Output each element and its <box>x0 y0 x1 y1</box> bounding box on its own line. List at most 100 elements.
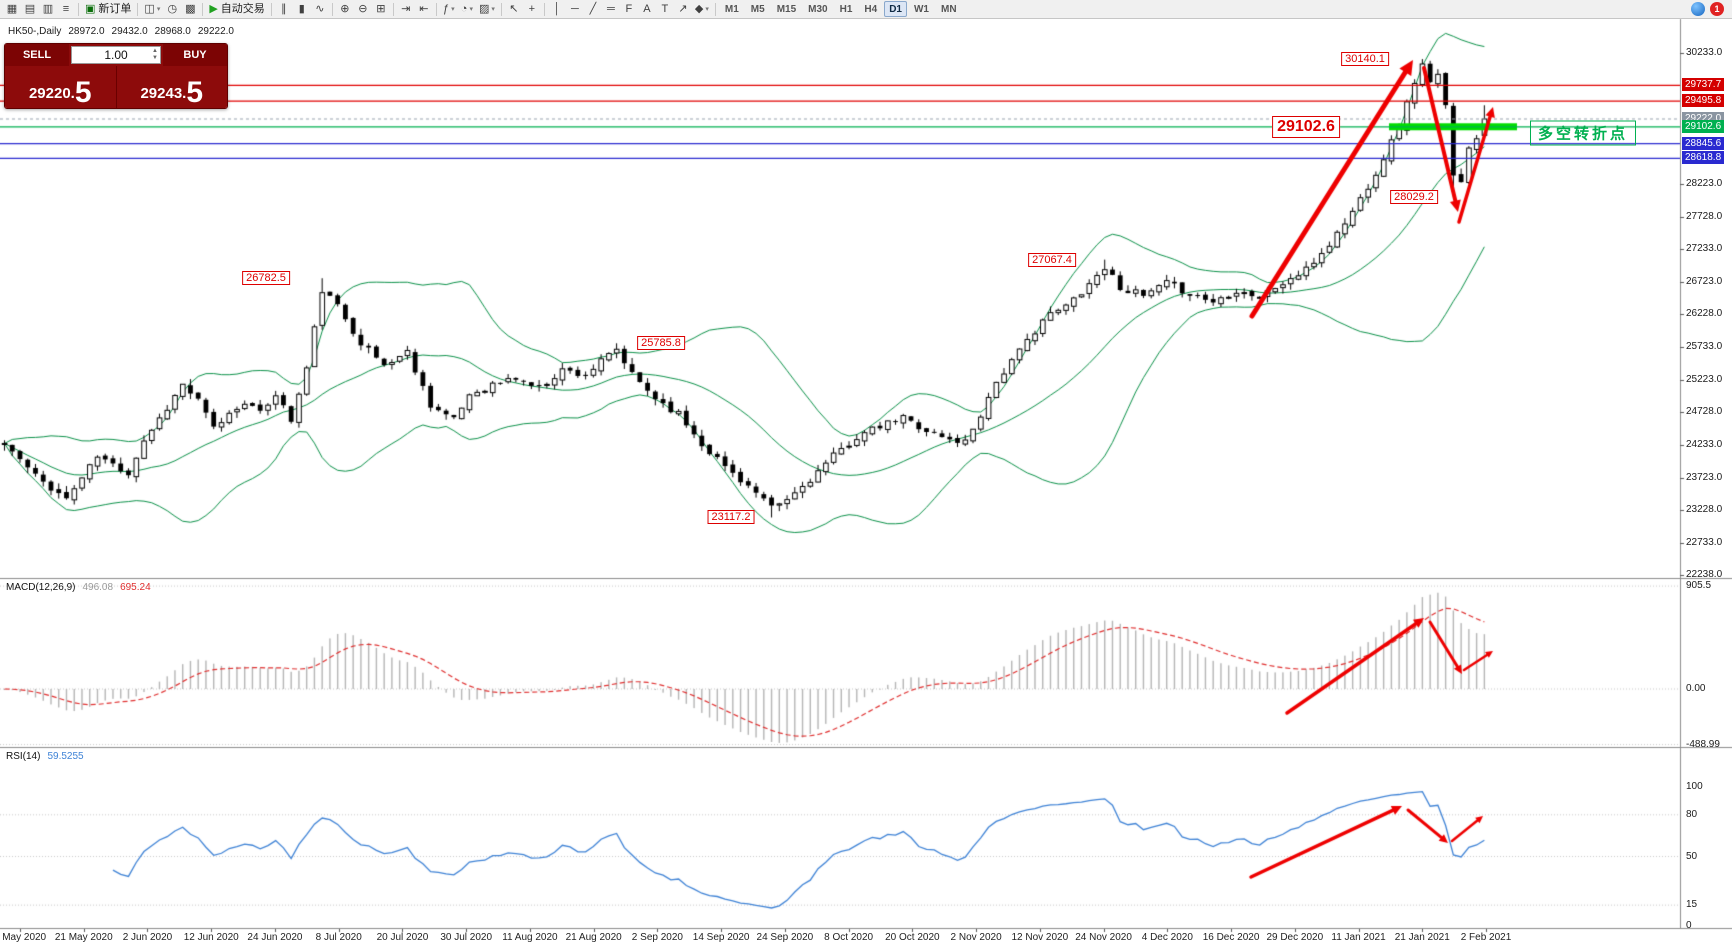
macd-signal-value: 695.24 <box>120 582 151 593</box>
buy-price[interactable]: 29243. 5 <box>117 66 228 108</box>
toolbar-separator <box>331 2 333 16</box>
chart-shift-icon[interactable]: ⇤ <box>415 1 433 17</box>
shapes-icon-glyph: ◆ <box>694 2 704 15</box>
volume-input[interactable]: 1.00 ▲ ▼ <box>71 46 161 64</box>
candlestick-chart-icon-glyph: ▮ <box>298 2 305 15</box>
buy-price-big-digit: 5 <box>186 75 204 109</box>
timeframe-h1[interactable]: H1 <box>839 3 853 15</box>
profiles-icon[interactable]: ▥ <box>39 1 57 17</box>
market-watch-icon[interactable]: ≡ <box>57 1 75 17</box>
notification-badge[interactable]: 1 <box>1710 2 1724 16</box>
volume-up-icon[interactable]: ▲ <box>152 48 158 55</box>
toolbar-separator <box>543 2 545 16</box>
templates-icon-dropdown[interactable]: ▾ <box>491 5 495 13</box>
bar-chart-icon[interactable]: ∥ <box>275 1 293 17</box>
sell-button[interactable]: SELL <box>5 44 69 66</box>
zoom-in-icon[interactable]: ⊕ <box>336 1 354 17</box>
cursor-icon[interactable]: ↖ <box>505 1 523 17</box>
volume-value: 1.00 <box>104 48 128 62</box>
indicators-icon[interactable]: ƒ ▾ <box>440 1 458 17</box>
periods-icon-glyph: ◔ <box>460 2 468 15</box>
low-value: 28968.0 <box>154 26 191 37</box>
chart-layout-icon-dropdown[interactable]: ▾ <box>156 5 161 13</box>
horizontal-line-icon-glyph: ─ <box>570 2 579 15</box>
rsi-name: RSI(14) <box>6 751 41 762</box>
trendline-icon-glyph: ╱ <box>589 2 597 15</box>
toolbar-separator <box>714 2 716 16</box>
sell-price-big-digit: 5 <box>74 75 92 109</box>
auto-trading-button-label: 自动交易 <box>220 2 265 15</box>
new-chart-icon[interactable]: ▦ <box>3 1 21 17</box>
text-label-icon-glyph: T <box>661 2 669 15</box>
new-order-button-label: 新订单 <box>98 2 132 15</box>
new-order-button[interactable]: ▣ 新订单 <box>82 1 134 17</box>
shapes-icon[interactable]: ◆ ▾ <box>692 1 712 17</box>
toolbar-separator <box>78 2 79 16</box>
sell-price[interactable]: 29220. 5 <box>5 66 117 108</box>
timeframe-m30[interactable]: M30 <box>808 3 828 15</box>
templates-icon[interactable]: ▨ ▾ <box>476 1 498 17</box>
crosshair-icon[interactable]: + <box>523 1 541 17</box>
cursor-icon-glyph: ↖ <box>509 2 519 15</box>
macd-indicator-label: MACD(12,26,9) 496.08 695.24 <box>6 582 151 593</box>
chart-quote-line: HK50-,Daily 28972.0 29432.0 28968.0 2922… <box>8 26 234 37</box>
close-value: 29222.0 <box>197 26 234 37</box>
bar-chart-icon-glyph: ∥ <box>281 2 287 15</box>
timeframe-mn[interactable]: MN <box>940 3 957 15</box>
timeframe-m5[interactable]: M5 <box>750 3 765 15</box>
trade-panel-header: SELL 1.00 ▲ ▼ BUY <box>5 44 227 66</box>
shapes-icon-dropdown[interactable]: ▾ <box>705 5 709 13</box>
tile-windows-icon[interactable]: ⊞ <box>372 1 390 17</box>
timeframe-d1[interactable]: D1 <box>884 1 907 17</box>
indicators-icon-dropdown[interactable]: ▾ <box>451 5 455 13</box>
volume-spinner[interactable]: ▲ ▼ <box>152 47 158 63</box>
auto-scroll-icon[interactable]: ⇥ <box>397 1 415 17</box>
one-click-trading-panel: SELL 1.00 ▲ ▼ BUY 29220. 5 29243. 5 <box>4 43 228 109</box>
sell-price-int: 29220. <box>28 85 75 102</box>
market-watch-icon-glyph: ≡ <box>62 2 70 15</box>
candlestick-chart-icon[interactable]: ▮ <box>293 1 311 17</box>
macd-name: MACD(12,26,9) <box>6 582 76 593</box>
terminal-icon[interactable]: ◷ <box>163 1 181 17</box>
timeframe-h4[interactable]: H4 <box>864 3 878 15</box>
buy-button[interactable]: BUY <box>163 44 227 66</box>
text-icon[interactable]: A <box>638 1 656 17</box>
strategy-tester-icon[interactable]: ▩ <box>181 1 199 17</box>
periods-icon[interactable]: ◔ ▾ <box>458 1 476 17</box>
fibonacci-icon[interactable]: F <box>620 1 638 17</box>
window-layout-icon-glyph: ▤ <box>24 2 36 15</box>
line-chart-icon-glyph: ∿ <box>315 2 325 15</box>
browser-icon[interactable] <box>1691 2 1705 16</box>
timeframe-m1[interactable]: M1 <box>724 3 739 15</box>
equidistant-channel-icon[interactable]: ═ <box>602 1 620 17</box>
fibonacci-icon-glyph: F <box>625 2 633 15</box>
toolbar-separator <box>137 2 139 16</box>
horizontal-line-icon[interactable]: ─ <box>566 1 584 17</box>
pivot-note-label[interactable]: 多空转折点 <box>1529 120 1637 146</box>
toolbar-right-icons: 1 <box>1691 2 1724 16</box>
toolbar-separator <box>500 2 502 16</box>
auto-trading-button[interactable]: ▶ 自动交易 <box>206 1 267 17</box>
toolbar-separator <box>435 2 437 16</box>
timeframe-m15[interactable]: M15 <box>776 3 797 15</box>
periods-icon-dropdown[interactable]: ▾ <box>469 5 473 13</box>
window-layout-icon[interactable]: ▤ <box>21 1 39 17</box>
line-chart-icon[interactable]: ∿ <box>311 1 329 17</box>
text-label-icon[interactable]: T <box>656 1 674 17</box>
volume-down-icon[interactable]: ▼ <box>152 55 158 61</box>
toolbar-separator <box>270 2 272 16</box>
zoom-out-icon[interactable]: ⊖ <box>354 1 372 17</box>
symbol-period-label: HK50-,Daily <box>8 26 62 37</box>
main-toolbar: ▦ ▤ ▥ ≡ ▣ 新订单 ◫ ▾ ◷ ▩ ▶ 自动交易 ∥ ▮ ∿ ⊕ ⊖ ⊞ ⇥ ⇤ ƒ ▾ ◔ ▾ ▨ ▾ ↖ + │ ─ ╱ ═ F A T… <box>0 0 1732 19</box>
chart-layout-icon[interactable]: ◫ ▾ <box>141 1 163 17</box>
auto-trading-glyph: ▶ <box>209 2 218 15</box>
vertical-line-icon[interactable]: │ <box>548 1 566 17</box>
timeframe-w1[interactable]: W1 <box>913 3 929 15</box>
trade-panel-prices: 29220. 5 29243. 5 <box>5 66 227 108</box>
arrows-icon[interactable]: ↗ <box>674 1 692 17</box>
high-value: 29432.0 <box>111 26 148 37</box>
trendline-icon[interactable]: ╱ <box>584 1 602 17</box>
open-value: 28972.0 <box>68 26 105 37</box>
toolbar-separator <box>392 2 394 16</box>
